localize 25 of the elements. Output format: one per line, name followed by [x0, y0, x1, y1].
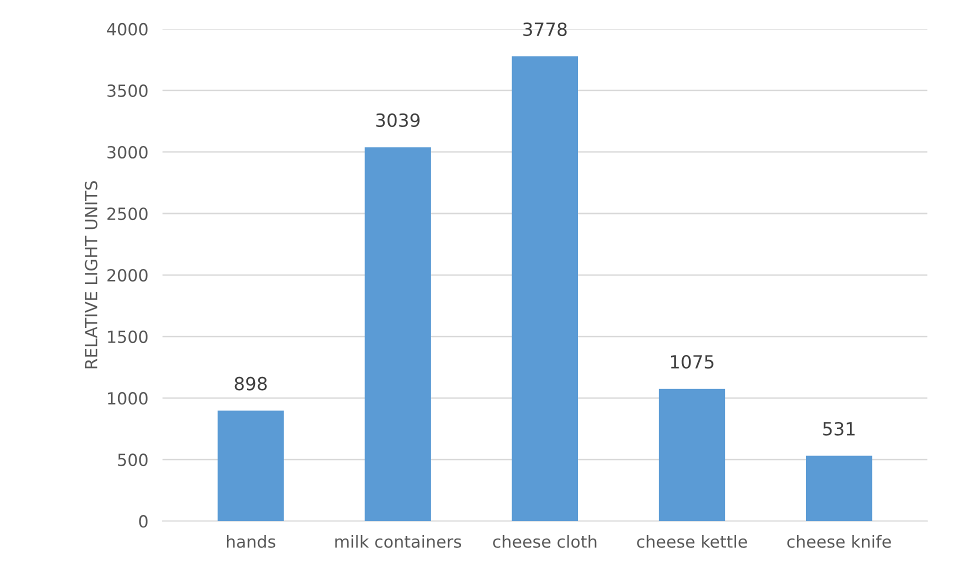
- x-tick-label: cheese cloth: [493, 534, 596, 548]
- y-tick-label: 0: [139, 515, 148, 528]
- x-tick-label: cheese knife: [787, 534, 891, 548]
- y-tick-label: 4000: [107, 22, 148, 36]
- x-tick-label: milk containers: [335, 534, 462, 548]
- x-tick-label: hands: [226, 534, 276, 548]
- y-axis-title: RELATIVE LIGHT UNITS: [84, 181, 98, 368]
- x-tick-label: cheese kettle: [637, 534, 747, 548]
- data-label: 3039: [376, 113, 420, 128]
- y-tick-label: 3500: [107, 84, 148, 98]
- y-tick-label: 500: [118, 454, 148, 466]
- bar: [658, 388, 726, 522]
- y-tick-label: 1500: [108, 330, 148, 344]
- y-tick-label: 2000: [107, 268, 148, 282]
- y-tick-label: 2500: [107, 207, 148, 220]
- y-tick-label: 1000: [108, 392, 148, 405]
- data-label: 1075: [671, 355, 714, 369]
- bar: [806, 456, 872, 522]
- bar: [218, 410, 284, 522]
- data-label: 3778: [523, 22, 567, 36]
- bar: [364, 147, 431, 522]
- data-label: 898: [234, 376, 267, 390]
- data-label: 531: [823, 422, 855, 436]
- y-tick-label: 3000: [107, 146, 148, 159]
- bar: [512, 56, 578, 522]
